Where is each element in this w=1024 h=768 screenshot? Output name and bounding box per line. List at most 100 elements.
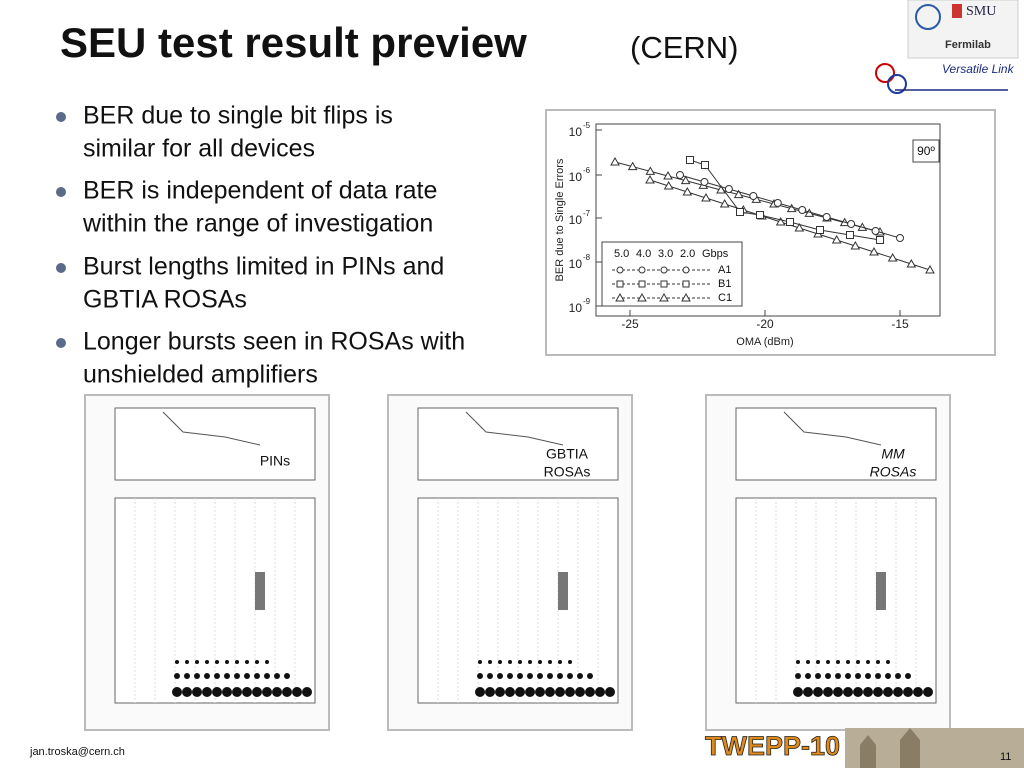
panel-dot bbox=[302, 687, 312, 697]
panel-top-plot bbox=[417, 407, 619, 481]
panel-label: ROSAs bbox=[544, 464, 591, 480]
marker bbox=[610, 156, 620, 166]
panel-dot bbox=[215, 660, 219, 664]
cern-logo bbox=[915, 4, 941, 30]
panel-dot bbox=[528, 660, 532, 664]
legend-marker bbox=[660, 280, 668, 288]
x-axis-label: OMA (dBm) bbox=[736, 336, 793, 348]
y-tick-base: 10 bbox=[569, 213, 583, 227]
vl-logo-blue bbox=[887, 74, 907, 94]
panel-dot bbox=[535, 687, 545, 697]
panel-dot bbox=[282, 687, 292, 697]
panel-dot bbox=[577, 673, 583, 679]
panel-dot bbox=[485, 687, 495, 697]
panel-dot bbox=[507, 673, 513, 679]
x-tick-label: -25 bbox=[621, 317, 639, 331]
marker bbox=[686, 156, 694, 164]
panel-dot bbox=[272, 687, 282, 697]
panel-dot bbox=[806, 660, 810, 664]
legend-marker bbox=[637, 292, 647, 302]
panel-dot bbox=[498, 660, 502, 664]
marker bbox=[925, 264, 935, 274]
panel-dot bbox=[567, 673, 573, 679]
legend-rate: 5.0 bbox=[614, 248, 629, 260]
panel-dot bbox=[175, 660, 179, 664]
x-tick-label: -20 bbox=[756, 317, 774, 331]
y-tick-exponent: -5 bbox=[583, 121, 591, 130]
panel-dot bbox=[487, 673, 493, 679]
marker bbox=[831, 234, 842, 244]
marker bbox=[733, 189, 744, 199]
marker bbox=[876, 236, 884, 244]
bullet-text: BER is independent of data rate bbox=[83, 177, 437, 205]
marker bbox=[749, 192, 758, 200]
panel-label: ROSAs bbox=[870, 464, 917, 480]
marker bbox=[846, 231, 854, 239]
conference-logo: TWEPP-10 bbox=[705, 731, 840, 761]
panel-dot bbox=[194, 673, 200, 679]
panel-dot bbox=[876, 660, 880, 664]
angle-box bbox=[912, 139, 940, 163]
bullet-text: unshielded amplifiers bbox=[83, 361, 318, 389]
panel-dot bbox=[813, 687, 823, 697]
legend-marker bbox=[638, 266, 646, 274]
panel-dot bbox=[182, 687, 192, 697]
marker bbox=[663, 180, 674, 190]
panel-dot bbox=[264, 673, 270, 679]
marker bbox=[786, 218, 794, 226]
marker bbox=[676, 171, 684, 179]
plot-area bbox=[595, 123, 941, 317]
legend-marker bbox=[616, 266, 624, 274]
panel-dot bbox=[833, 687, 843, 697]
y-axis-label: BER due to Single Errors bbox=[554, 158, 566, 281]
marker bbox=[850, 240, 861, 250]
panel-dot bbox=[515, 687, 525, 697]
panel-dot bbox=[205, 660, 209, 664]
bullet-dot bbox=[56, 112, 66, 122]
curve bbox=[614, 161, 881, 233]
panel-dot bbox=[843, 687, 853, 697]
panel-dot bbox=[886, 660, 890, 664]
panel-dot bbox=[242, 687, 252, 697]
y-tick-base: 10 bbox=[569, 125, 583, 139]
legend-device: A1 bbox=[718, 264, 731, 276]
panel-dot bbox=[595, 687, 605, 697]
panels: PINs GBTIA ROSAs MM ROSAs bbox=[84, 394, 951, 731]
panel-dot bbox=[505, 687, 515, 697]
panel-label: GBTIA bbox=[546, 446, 589, 462]
panel-dot bbox=[885, 673, 891, 679]
panel-dot bbox=[568, 660, 572, 664]
panel-dot bbox=[214, 673, 220, 679]
panel-dot bbox=[923, 687, 933, 697]
panel-dot bbox=[262, 687, 272, 697]
panel-dot bbox=[184, 673, 190, 679]
panel-dot bbox=[793, 687, 803, 697]
panel-bottom-plot bbox=[114, 497, 316, 704]
x-tick-label: -15 bbox=[891, 317, 909, 331]
panel-dot bbox=[913, 687, 923, 697]
panel-dot bbox=[863, 687, 873, 697]
smu-shield bbox=[952, 4, 962, 18]
panel-dot bbox=[585, 687, 595, 697]
panel-dot bbox=[796, 660, 800, 664]
panel-top-curve bbox=[465, 411, 564, 446]
footer-email: jan.troska@cern.ch bbox=[29, 746, 125, 758]
panel-dot bbox=[488, 660, 492, 664]
marker bbox=[645, 174, 655, 184]
panel-dot bbox=[172, 687, 182, 697]
legend-device: C1 bbox=[718, 292, 732, 304]
panel-dot bbox=[222, 687, 232, 697]
y-tick-exponent: -6 bbox=[583, 166, 591, 175]
panel-dot bbox=[517, 673, 523, 679]
legend-marker bbox=[681, 292, 691, 302]
panel-dot bbox=[244, 673, 250, 679]
marker bbox=[701, 192, 711, 202]
legend-marker bbox=[660, 266, 668, 274]
panel-dot bbox=[475, 687, 485, 697]
angle-label: 90º bbox=[917, 144, 935, 158]
panel-dot bbox=[245, 660, 249, 664]
panel-dot bbox=[185, 660, 189, 664]
marker bbox=[786, 203, 797, 213]
panel-dot bbox=[508, 660, 512, 664]
